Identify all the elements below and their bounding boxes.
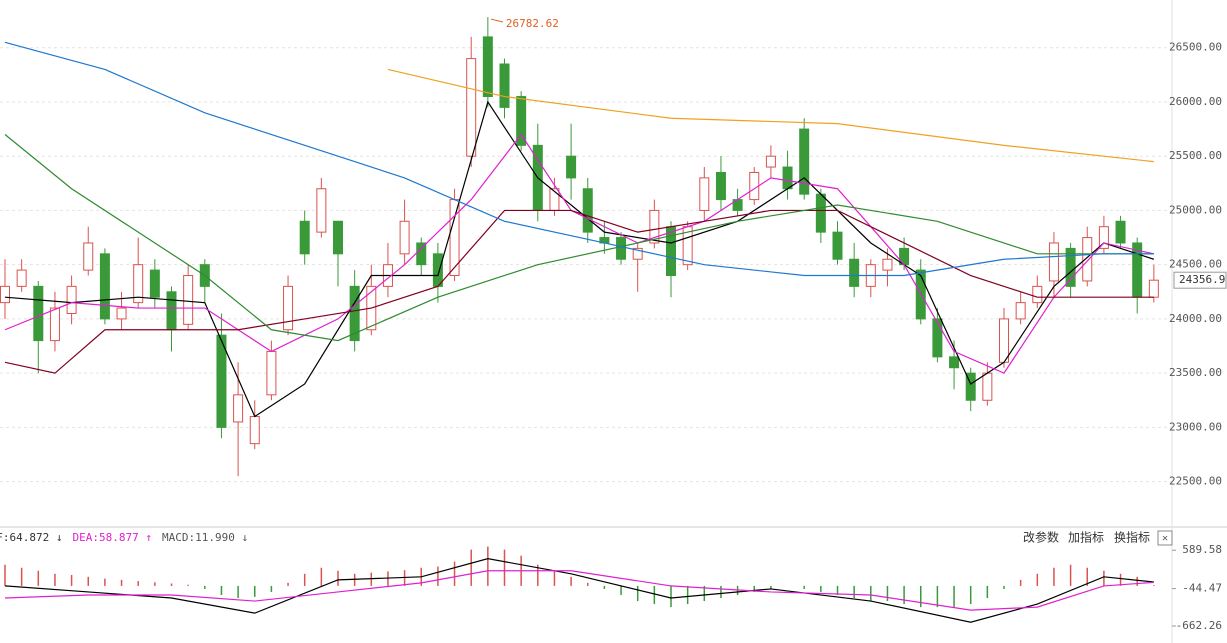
y-tick-label: -662.26	[1176, 619, 1222, 632]
candle-body	[765, 155, 776, 168]
candle-body	[815, 193, 826, 233]
close-icon[interactable]: ✕	[1162, 533, 1168, 544]
indicator-line	[4, 133, 1154, 374]
button[interactable]: 加指标	[1068, 530, 1104, 545]
y-tick-label: 26500.00	[1169, 41, 1222, 54]
candle-body	[849, 258, 860, 287]
candle-body	[832, 231, 843, 260]
candle-body	[1032, 285, 1043, 304]
candle-body	[999, 318, 1009, 363]
candle-body	[249, 416, 260, 445]
candle-body	[166, 291, 177, 331]
close-button[interactable]	[1157, 530, 1173, 546]
high-annotation: 26782.62	[506, 17, 559, 30]
candle-body	[499, 63, 510, 108]
y-tick-label: 23500.00	[1169, 366, 1222, 379]
button[interactable]: 改参数	[1023, 530, 1059, 545]
candle-body	[582, 188, 593, 233]
candle-body	[1098, 226, 1109, 249]
candle-body	[83, 242, 94, 271]
candle-body	[632, 247, 643, 260]
button[interactable]: 换指标	[1114, 530, 1150, 545]
candle-body	[1015, 302, 1026, 320]
candle-body	[932, 318, 943, 358]
candle-body	[1048, 242, 1059, 282]
candle-body	[149, 269, 160, 298]
candle-body	[99, 253, 110, 320]
candle-body	[715, 171, 726, 201]
indicator-line	[387, 68, 1154, 163]
candle-body	[1115, 220, 1126, 244]
candle-body	[516, 96, 527, 146]
candle-body	[666, 226, 676, 277]
indicator-line	[4, 134, 1154, 342]
candle-body	[183, 275, 194, 325]
candle-body	[466, 58, 477, 157]
candle-body	[782, 166, 793, 190]
candle-body	[699, 177, 710, 211]
y-tick-label: 23000.00	[1169, 420, 1222, 433]
candle-body	[416, 242, 427, 266]
candle-body	[399, 220, 410, 255]
indicator-label: DIF:64.872 ↓	[0, 531, 62, 544]
y-tick-label: 589.58	[1182, 543, 1222, 556]
y-tick-label: 25000.00	[1169, 203, 1222, 216]
last-price-label: 24356.9	[1179, 273, 1225, 286]
candle-body	[333, 220, 343, 255]
candle-body	[982, 372, 993, 401]
candle-body	[16, 269, 27, 287]
candle-body	[649, 209, 660, 244]
candle-body	[1148, 279, 1159, 298]
candle-body	[316, 188, 327, 233]
candle-body	[49, 307, 60, 342]
candle-body	[949, 356, 960, 369]
candle-body	[482, 36, 493, 98]
candle-body	[116, 307, 127, 320]
candle-body	[133, 264, 144, 304]
candle-body	[799, 128, 810, 195]
y-tick-label: 24500.00	[1169, 258, 1222, 271]
candle-body	[266, 350, 277, 396]
candle-body	[566, 155, 577, 179]
candle-body	[432, 253, 443, 287]
indicator-label: MACD:11.990 ↓	[162, 531, 248, 544]
indicator-line	[4, 570, 1154, 611]
y-tick-label: 24000.00	[1169, 312, 1222, 325]
y-tick-label: 22500.00	[1169, 475, 1222, 488]
candle-body	[66, 285, 77, 314]
indicator-label: DEA:58.877 ↑	[72, 531, 151, 544]
indicator-line	[4, 100, 1155, 418]
y-tick-label: 26000.00	[1169, 95, 1222, 108]
candle-body	[283, 285, 294, 331]
candle-body	[1082, 237, 1093, 282]
last-price-box	[1173, 271, 1227, 289]
candle-body	[33, 285, 44, 342]
y-tick-label: -44.47	[1182, 582, 1222, 595]
indicator-line	[4, 209, 1154, 374]
annotation-arrow	[490, 18, 503, 23]
indicator-line	[4, 558, 1154, 623]
y-tick-label: 25500.00	[1169, 149, 1222, 162]
candle-body	[216, 334, 227, 428]
candle-body	[0, 285, 10, 304]
candle-body	[349, 285, 360, 342]
candle-body	[882, 258, 893, 271]
candle-body	[233, 394, 244, 423]
candle-body	[616, 237, 627, 260]
indicator-line	[4, 41, 1154, 277]
candle-body	[965, 372, 976, 401]
candle-body	[299, 220, 310, 255]
